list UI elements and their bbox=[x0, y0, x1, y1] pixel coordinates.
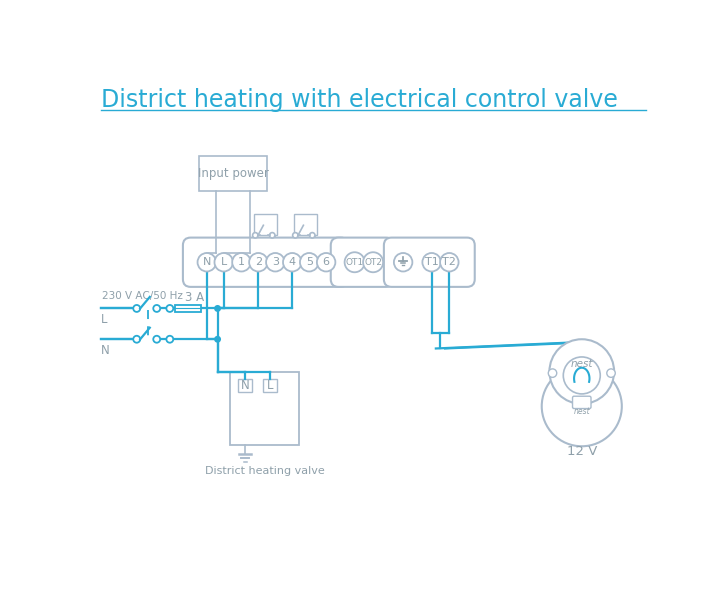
Circle shape bbox=[394, 253, 412, 271]
Text: nest: nest bbox=[574, 407, 590, 416]
Circle shape bbox=[300, 253, 318, 271]
Text: L: L bbox=[100, 312, 107, 326]
Text: L: L bbox=[221, 257, 227, 267]
Text: N: N bbox=[202, 257, 211, 267]
Circle shape bbox=[607, 369, 615, 377]
Text: 3: 3 bbox=[272, 257, 279, 267]
Circle shape bbox=[317, 253, 336, 271]
Text: 6: 6 bbox=[323, 257, 330, 267]
Text: OT1: OT1 bbox=[346, 258, 364, 267]
Text: OT2: OT2 bbox=[364, 258, 382, 267]
Text: 230 V AC/50 Hz: 230 V AC/50 Hz bbox=[102, 291, 183, 301]
Text: District heating with electrical control valve: District heating with electrical control… bbox=[100, 89, 617, 112]
Text: N: N bbox=[241, 379, 250, 392]
Circle shape bbox=[214, 305, 221, 312]
Text: 12 V: 12 V bbox=[566, 445, 597, 458]
Text: nest: nest bbox=[571, 359, 593, 369]
FancyBboxPatch shape bbox=[199, 156, 267, 191]
FancyBboxPatch shape bbox=[230, 372, 299, 445]
Circle shape bbox=[215, 253, 233, 271]
Circle shape bbox=[266, 253, 285, 271]
FancyBboxPatch shape bbox=[263, 378, 277, 393]
Circle shape bbox=[283, 253, 301, 271]
Circle shape bbox=[548, 369, 557, 377]
Text: 2: 2 bbox=[255, 257, 262, 267]
Circle shape bbox=[154, 305, 160, 312]
Circle shape bbox=[422, 253, 441, 271]
Circle shape bbox=[363, 252, 383, 272]
Circle shape bbox=[253, 233, 258, 238]
FancyBboxPatch shape bbox=[384, 238, 475, 287]
FancyBboxPatch shape bbox=[254, 214, 277, 235]
Text: 3 A: 3 A bbox=[185, 291, 205, 304]
Circle shape bbox=[133, 336, 141, 343]
Circle shape bbox=[563, 357, 601, 394]
Circle shape bbox=[550, 339, 614, 404]
Text: District heating valve: District heating valve bbox=[205, 466, 325, 476]
Circle shape bbox=[133, 305, 141, 312]
Text: T1: T1 bbox=[424, 257, 438, 267]
Text: 4: 4 bbox=[289, 257, 296, 267]
Circle shape bbox=[309, 233, 315, 238]
Text: N: N bbox=[100, 343, 109, 356]
Circle shape bbox=[542, 366, 622, 446]
Circle shape bbox=[232, 253, 250, 271]
Circle shape bbox=[214, 336, 221, 343]
Text: L: L bbox=[266, 379, 273, 392]
Circle shape bbox=[197, 253, 216, 271]
FancyBboxPatch shape bbox=[183, 238, 349, 287]
FancyBboxPatch shape bbox=[294, 214, 317, 235]
Circle shape bbox=[440, 253, 459, 271]
Text: Input power: Input power bbox=[197, 167, 269, 180]
Circle shape bbox=[167, 336, 173, 343]
Circle shape bbox=[249, 253, 268, 271]
Text: T2: T2 bbox=[443, 257, 456, 267]
Text: 1: 1 bbox=[238, 257, 245, 267]
Circle shape bbox=[167, 305, 173, 312]
FancyBboxPatch shape bbox=[175, 305, 201, 312]
FancyBboxPatch shape bbox=[331, 238, 394, 287]
FancyBboxPatch shape bbox=[238, 378, 252, 393]
FancyBboxPatch shape bbox=[572, 396, 591, 409]
Circle shape bbox=[269, 233, 275, 238]
Circle shape bbox=[344, 252, 365, 272]
Circle shape bbox=[154, 336, 160, 343]
Circle shape bbox=[293, 233, 298, 238]
Text: 5: 5 bbox=[306, 257, 313, 267]
